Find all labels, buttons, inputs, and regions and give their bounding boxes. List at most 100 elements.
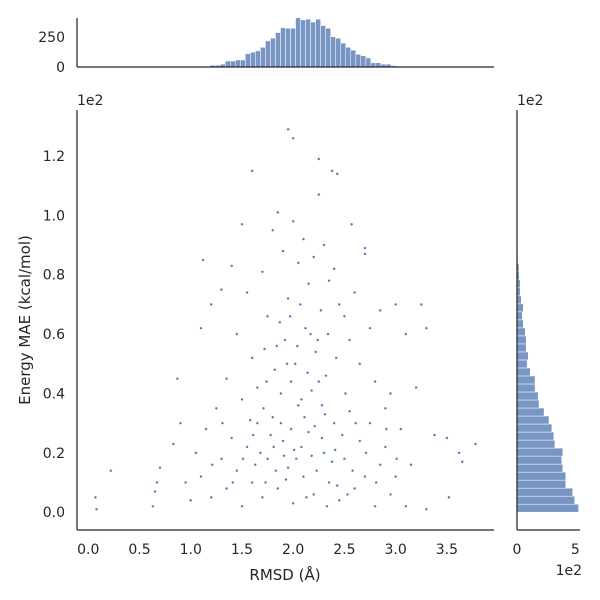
x-tick-label: 3.5	[436, 542, 458, 558]
right-histogram-bar	[516, 303, 524, 313]
scatter-point	[414, 386, 418, 389]
scatter-point	[204, 427, 208, 431]
scatter-point	[250, 481, 254, 484]
scatter-point	[315, 469, 319, 473]
scatter-point	[310, 454, 314, 458]
scatter-point	[199, 326, 203, 330]
scatter-point	[248, 418, 252, 422]
top-histogram-bar	[265, 40, 271, 68]
top-histogram-bar	[360, 55, 367, 68]
right-histogram-bar	[516, 295, 522, 305]
scatter-point	[330, 460, 334, 464]
top-hist-y-tick-label: 0	[56, 60, 65, 76]
scatter-point	[295, 344, 299, 348]
scatter-point	[294, 457, 298, 461]
scatter-point	[282, 454, 286, 458]
top-histogram-bar	[275, 32, 281, 68]
top-histogram-bar	[295, 17, 301, 68]
scatter-point	[258, 451, 262, 455]
scatter-point	[214, 406, 218, 410]
scatter-point	[265, 380, 268, 384]
right-histogram-bar	[516, 383, 536, 393]
scatter-point	[260, 495, 264, 499]
top-histogram-bar	[285, 28, 291, 68]
y-tick-label: 1.0	[43, 208, 65, 224]
x-tick-label: 0.0	[77, 542, 99, 558]
top-histogram-bar	[305, 18, 311, 68]
scatter-point	[286, 297, 290, 300]
scatter-point	[291, 136, 295, 140]
scatter-point	[220, 457, 223, 461]
right-histogram-bar	[516, 343, 527, 353]
scatter-point	[95, 507, 98, 511]
scatter-point	[474, 442, 478, 446]
top-histogram-bar	[270, 37, 276, 68]
top-histogram-bar	[335, 37, 341, 68]
x-tick-label: 2.0	[282, 542, 304, 558]
right-histogram-bar	[516, 359, 528, 369]
top-histogram-bar	[235, 59, 241, 68]
right-histogram-bar	[516, 327, 526, 337]
scatter-point	[271, 228, 275, 232]
scatter-point	[194, 451, 198, 455]
right-hist-x-tick-label: 5	[571, 542, 580, 558]
right-histogram-bar	[516, 311, 523, 321]
scatter-point	[378, 463, 382, 467]
scatter-point	[312, 255, 316, 259]
scatter-point	[399, 427, 403, 431]
right-histogram-bar	[516, 479, 567, 489]
scatter-point	[424, 507, 428, 511]
scatter-point	[155, 481, 159, 484]
scatter-point	[358, 439, 362, 443]
scatter-point	[301, 475, 305, 479]
top-histogram-bar	[230, 60, 236, 68]
scatter-point	[298, 302, 302, 306]
scatter-point	[309, 332, 313, 336]
scatter-point	[317, 157, 321, 161]
top-hist-y-tick-label: 250	[38, 30, 65, 46]
y-tick-label: 0.0	[43, 505, 65, 521]
scatter-point	[307, 282, 311, 286]
y-tick-label: 0.4	[43, 386, 65, 402]
right-histogram-bar	[516, 399, 540, 409]
scatter-point	[288, 314, 292, 318]
scatter-point	[317, 193, 321, 197]
scatter-point	[395, 457, 399, 461]
y-tick-label: 0.2	[43, 446, 65, 462]
scatter-point	[394, 302, 398, 306]
right-histogram-bar	[516, 447, 564, 457]
scatter-point	[274, 469, 278, 473]
scatter-point	[368, 326, 372, 330]
scatter-point	[209, 495, 213, 499]
right-histogram-bar	[516, 367, 531, 377]
top-histogram-bar	[255, 50, 261, 68]
x-axis-label: RMSD (Å)	[249, 565, 320, 584]
scatter-point	[348, 338, 351, 342]
scatter-point	[255, 386, 259, 389]
x-tick-label: 1.0	[180, 542, 202, 558]
scatter-point	[337, 498, 341, 502]
scatter-point	[337, 302, 341, 306]
scatter-point	[419, 302, 423, 306]
scatter-point	[262, 406, 265, 410]
scatter-point	[240, 397, 244, 401]
scatter-point	[353, 486, 357, 490]
scatter-point	[269, 433, 273, 437]
top-histogram-bar	[310, 21, 316, 68]
scatter-point	[373, 504, 377, 508]
scatter-point	[251, 433, 255, 437]
scatter-point	[199, 475, 203, 479]
top-histogram-bar	[345, 47, 352, 68]
scatter-point	[292, 448, 296, 452]
scatter-point	[320, 436, 324, 440]
scatter-point	[189, 498, 193, 502]
scatter-point	[354, 421, 358, 425]
top-histogram-bar	[370, 62, 377, 68]
top-histogram-bar	[325, 28, 331, 68]
x-tick-label: 1.5	[231, 542, 253, 558]
scatter-point	[271, 415, 275, 419]
scatter-point	[264, 481, 267, 484]
x-tick-label: 0.5	[128, 542, 150, 558]
scatter-point	[374, 481, 378, 484]
